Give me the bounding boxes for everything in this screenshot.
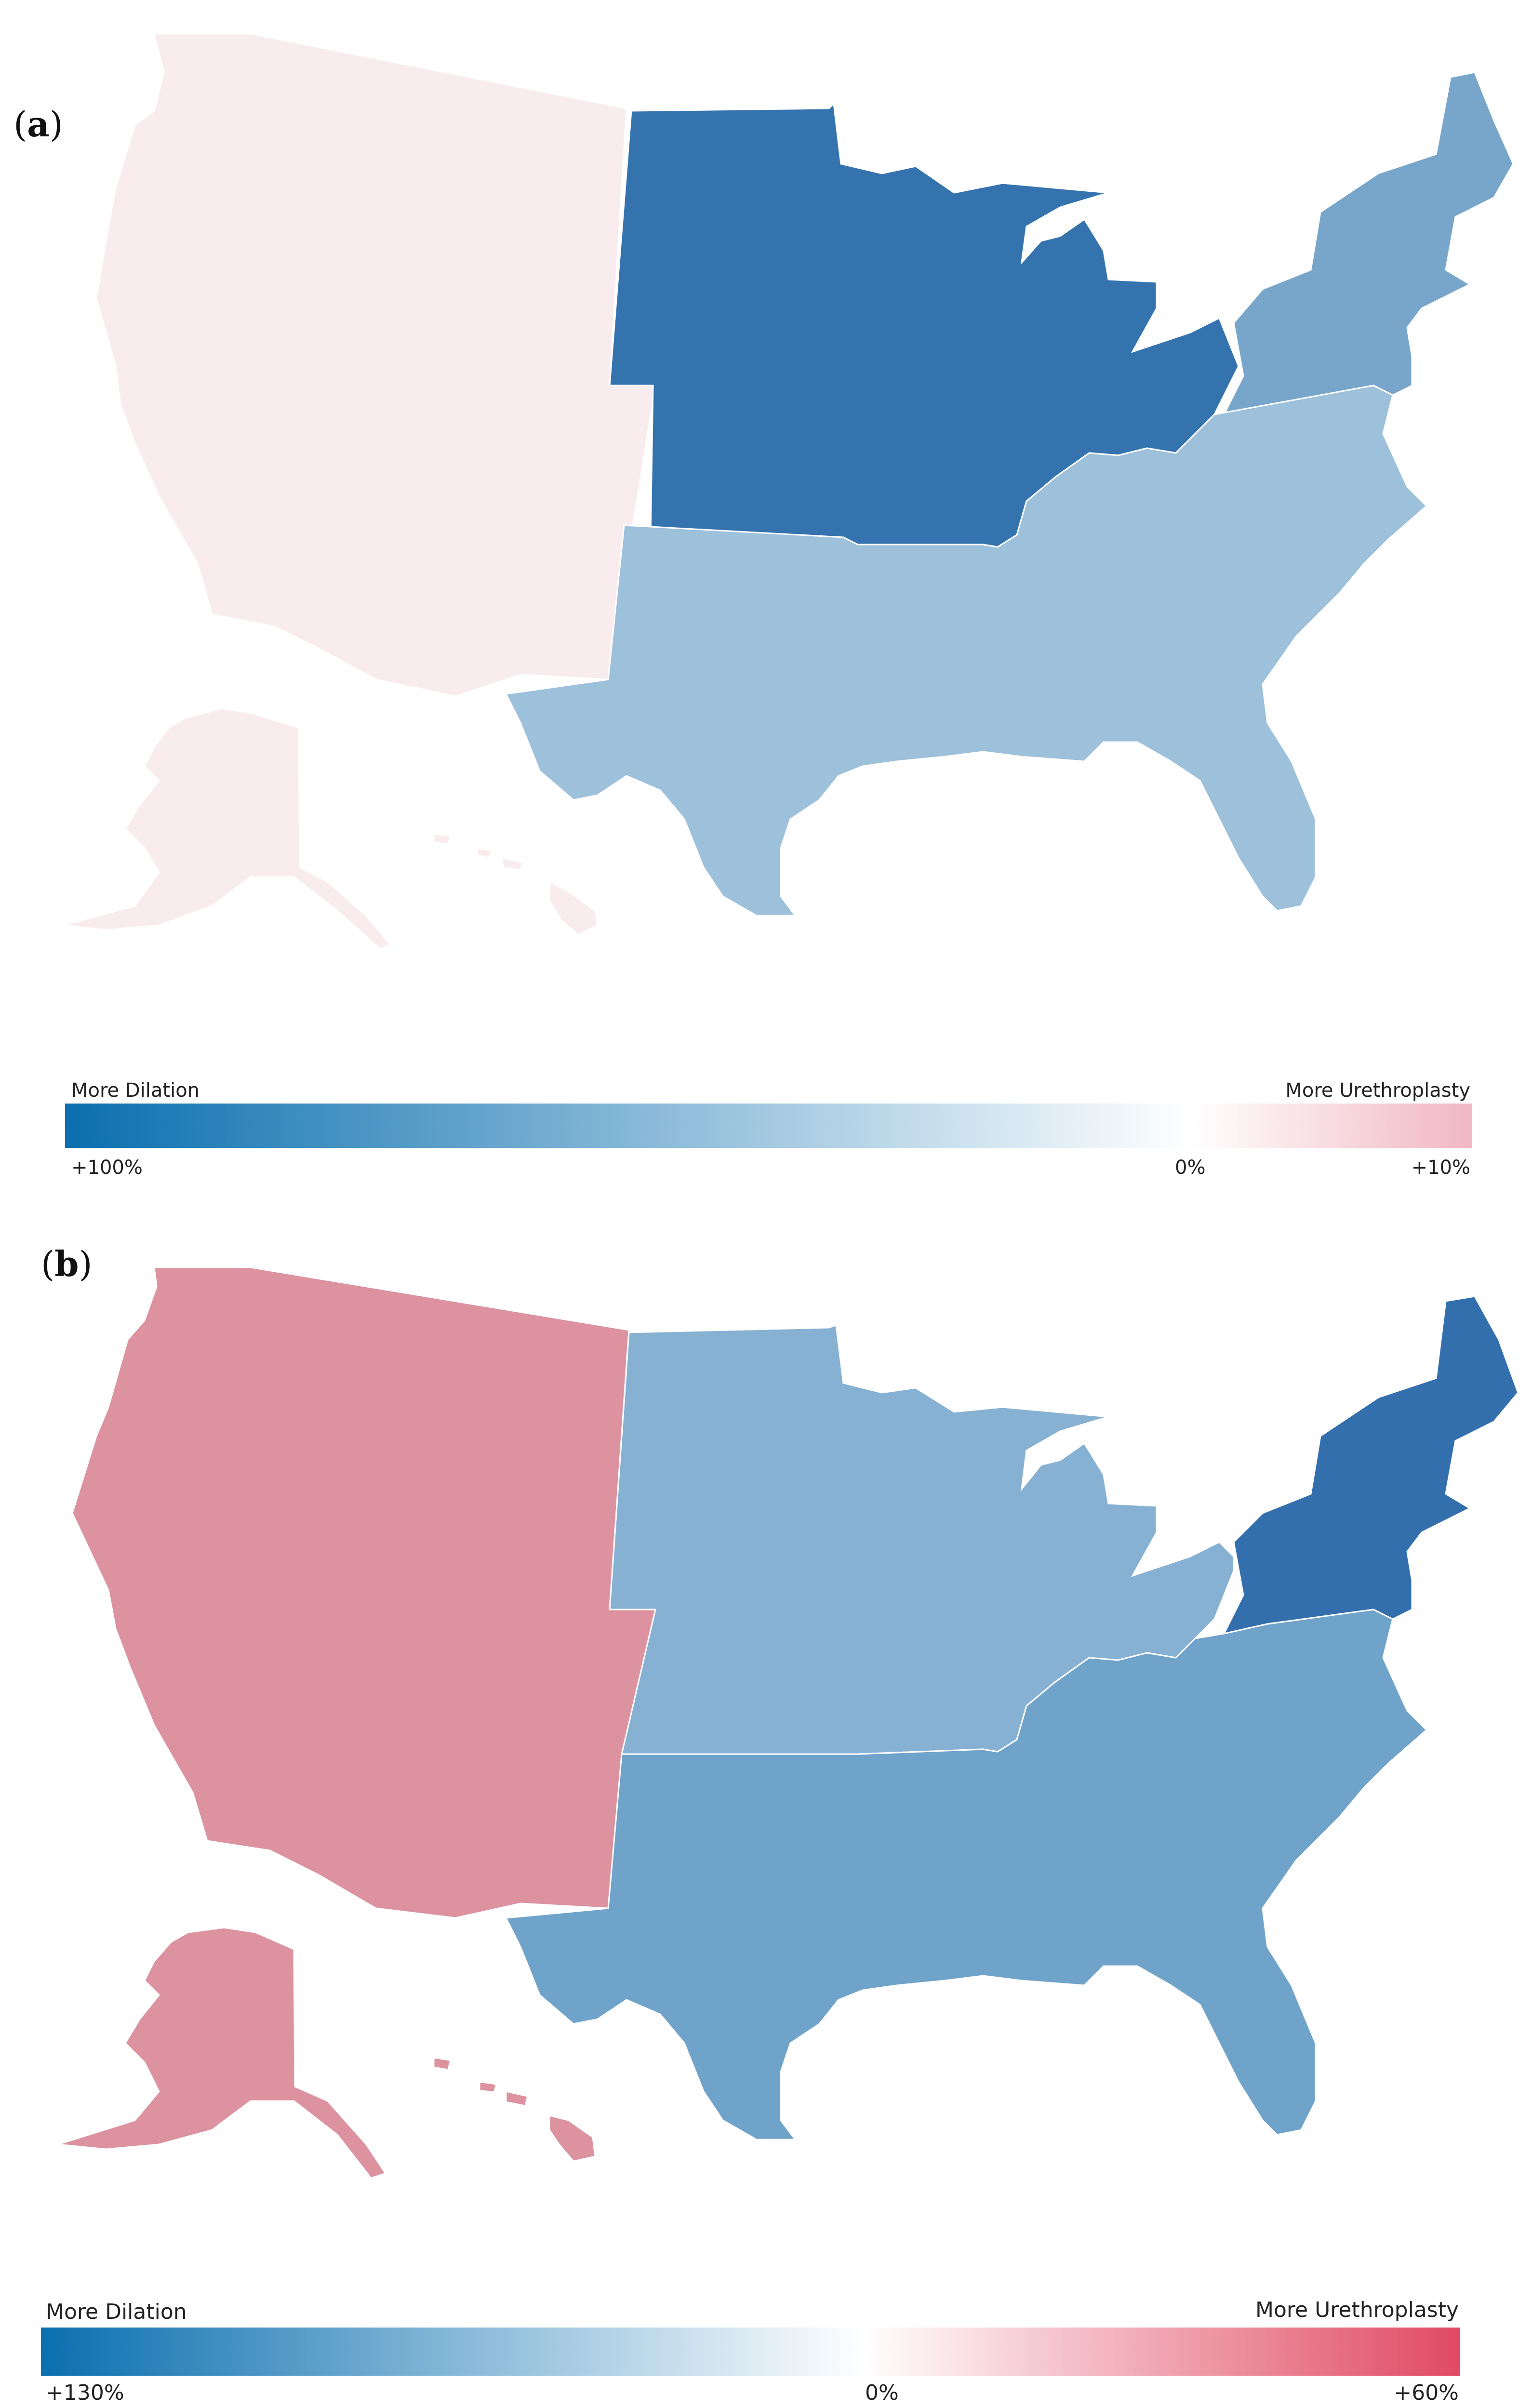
region-south [505,1609,1428,2141]
us-region-map [62,33,1514,950]
region-northeast [1223,71,1514,416]
legend-gradient-bar [65,1104,1472,1148]
legend-tick-zero: 0% [865,2381,899,2405]
panel-b: (b) More Dilation More Urethroplasty +13… [0,1205,1532,2408]
legend-right-title: More Urethroplasty [1285,1079,1470,1102]
legend-tick-right: +60% [1394,2381,1459,2405]
region-south [505,385,1428,917]
us-region-map [57,1266,1519,2179]
legend-tick-right: +10% [1411,1157,1470,1179]
legend-right-title: More Urethroplasty [1255,2298,1459,2322]
panel-a: (a) More Dilation More Urethroplasty +10… [13,33,1514,1179]
panel-label: (b) [41,1243,93,1284]
panel-label: (a) [13,104,63,145]
region-west-hawaii [433,833,599,936]
region-northeast [1223,1295,1519,1635]
legend-tick-left: +130% [46,2381,124,2405]
region-west-alaska [62,707,392,950]
legend-left-title: More Dilation [46,2300,187,2324]
legend-gradient-bar [41,2328,1460,2376]
region-west [71,1266,656,1919]
legend-left-title: More Dilation [71,1079,200,1102]
legend-tick-left: +100% [71,1157,143,1179]
legend-tick-zero: 0% [1175,1157,1206,1179]
region-west [95,33,656,697]
region-west-hawaii [433,2057,596,2162]
region-west-alaska [57,1927,387,2179]
